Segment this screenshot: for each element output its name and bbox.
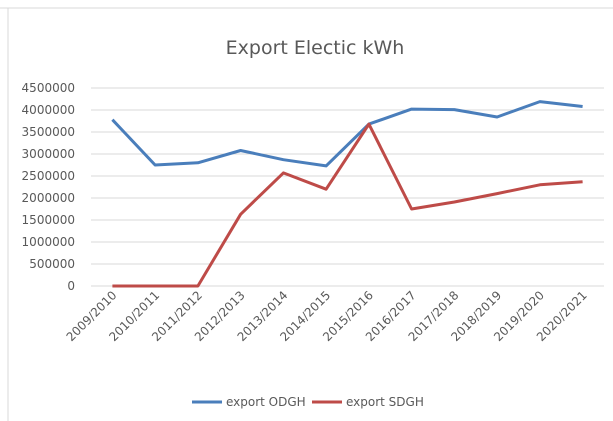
legend-label: export ODGH [226, 395, 306, 409]
y-tick-label: 3500000 [22, 125, 75, 139]
y-tick-label: 1500000 [22, 213, 75, 227]
y-tick-label: 2000000 [22, 191, 75, 205]
y-tick-label: 4500000 [22, 81, 75, 95]
chart-title: Export Electic kWh [226, 37, 405, 59]
y-tick-label: 500000 [29, 257, 75, 271]
series-line [111, 100, 583, 168]
y-tick-label: 2500000 [22, 169, 75, 183]
series-line [112, 122, 583, 288]
legend-label: export SDGH [346, 395, 424, 409]
y-tick-label: 3000000 [22, 147, 75, 161]
y-tick-label: 1000000 [22, 235, 75, 249]
y-tick-label: 4000000 [22, 103, 75, 117]
y-tick-label: 0 [67, 279, 75, 293]
